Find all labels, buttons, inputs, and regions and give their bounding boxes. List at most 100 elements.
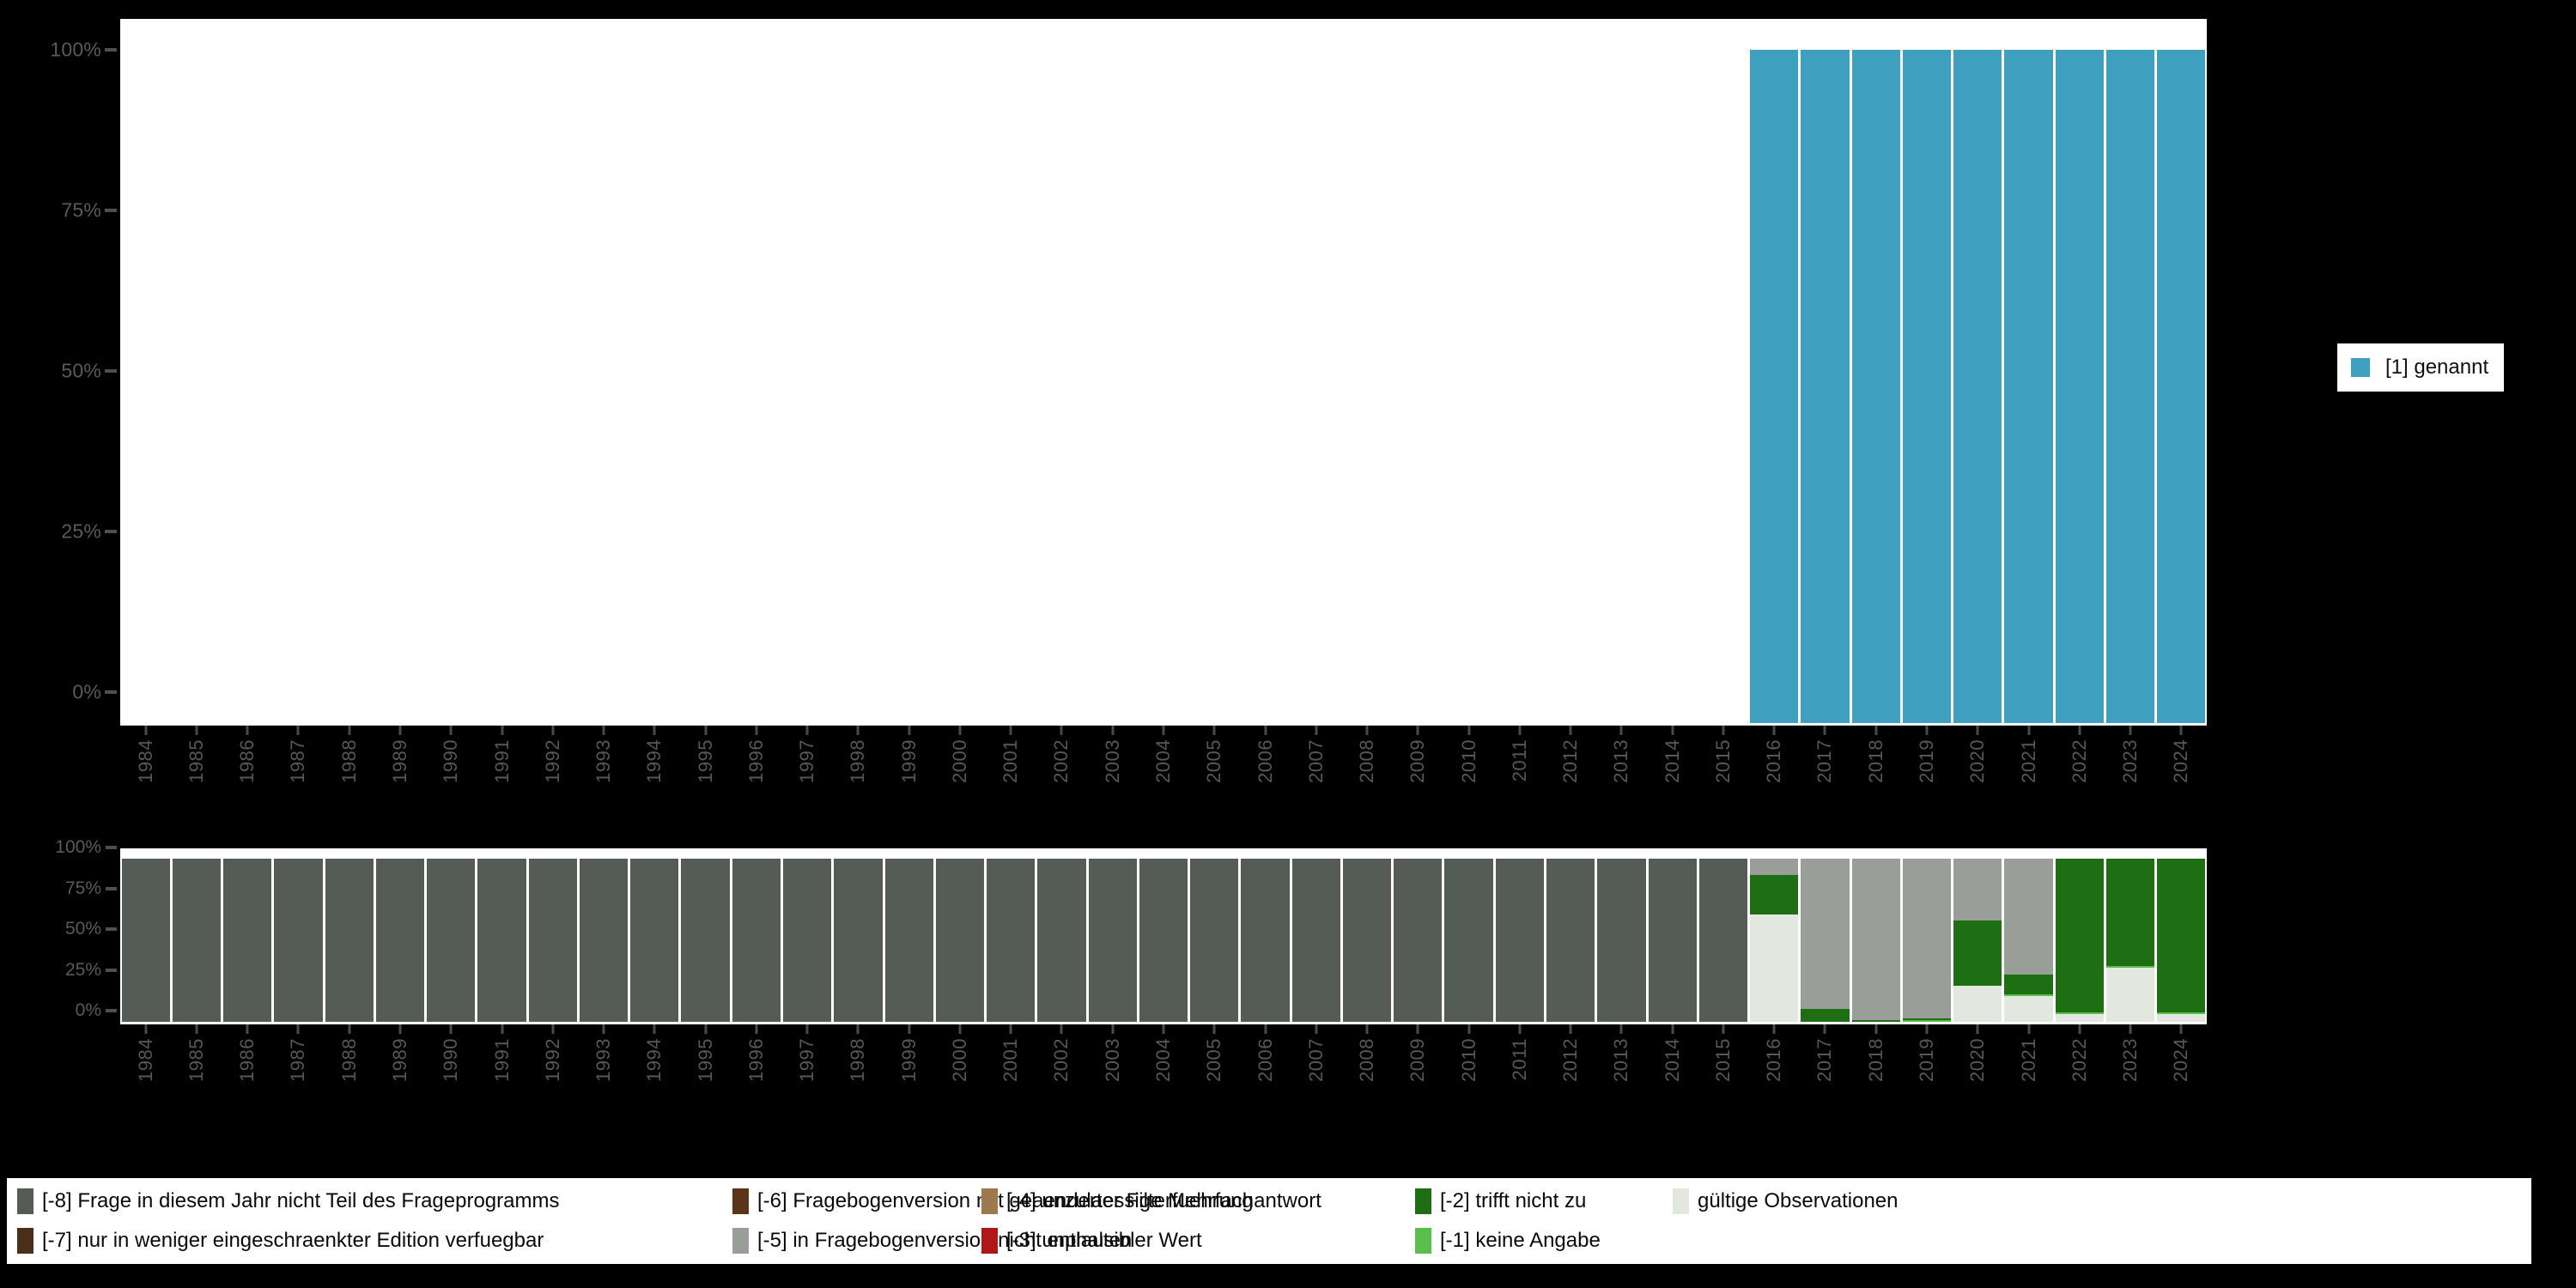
stacked-bar — [1037, 859, 1085, 1022]
bar-slot — [1850, 50, 1901, 723]
stacked-bar-slot — [426, 859, 477, 1022]
stacked-bar-segment — [1953, 920, 2002, 986]
bottom-y-tick-label: 100% — [55, 837, 101, 858]
top-chart-x-tick-label: 2019 — [1916, 739, 1938, 783]
bottom-chart-x-tick-mark — [1570, 1024, 1572, 1034]
legend-item: [-3] unplausibler Wert — [981, 1228, 1202, 1254]
bottom-chart-x-tick-mark — [1874, 1024, 1877, 1034]
bottom-chart-x-tick-mark — [1620, 1024, 1623, 1034]
top-chart-x-tick-mark — [1722, 726, 1724, 735]
stacked-bar-segment — [732, 859, 781, 1022]
bar-slot — [120, 50, 171, 723]
bottom-chart-x-tick-label: 2020 — [1966, 1038, 1989, 1082]
stacked-bar-segment — [477, 859, 526, 1022]
top-chart-x-tick-label: 2006 — [1255, 739, 1277, 783]
bottom-chart-x-tick-mark — [195, 1024, 197, 1034]
stacked-bar — [529, 859, 577, 1022]
stacked-bar-segment — [325, 859, 374, 1022]
bottom-chart-x-tick-label: 1996 — [745, 1038, 768, 1082]
stacked-bar — [2106, 859, 2154, 1022]
bottom-chart-x-tick-mark — [246, 1024, 249, 1034]
top-chart-x-tick-mark — [501, 726, 503, 735]
bottom-chart-x-tick-mark — [806, 1024, 809, 1034]
stacked-bar-segment — [1496, 859, 1544, 1022]
stacked-bar-segment — [2056, 1014, 2104, 1023]
bottom-chart-x-tick-mark — [1773, 1024, 1776, 1034]
top-chart-x-tick-mark — [1366, 726, 1369, 735]
stacked-bar-slot — [1647, 859, 1698, 1022]
bar-slot — [1494, 50, 1545, 723]
stacked-bar-segment — [987, 859, 1035, 1022]
stacked-bar-slot — [1901, 859, 1952, 1022]
bottom-chart-x-tick-mark — [1926, 1024, 1929, 1034]
bar-slot — [1800, 50, 1850, 723]
bottom-chart-x-tick-mark — [1213, 1024, 1216, 1034]
legend-label: [1] genannt — [2385, 355, 2488, 380]
stacked-bar — [783, 859, 831, 1022]
bar-slot — [986, 50, 1036, 723]
bar-slot — [629, 50, 680, 723]
top-chart-x-tick-mark — [144, 726, 147, 735]
legend-swatch — [17, 1188, 33, 1214]
stacked-bar-segment — [122, 859, 170, 1022]
top-chart-x-tick-label: 1993 — [592, 739, 615, 783]
legend-swatch — [2351, 358, 2370, 377]
stacked-bar-slot — [629, 859, 680, 1022]
top-chart-x-tick-label: 1984 — [135, 739, 157, 783]
stacked-bar — [1292, 859, 1340, 1022]
bar — [2056, 50, 2104, 723]
top-chart-x-tick-label: 1986 — [236, 739, 258, 783]
top-chart-x-tick-mark — [1977, 726, 1979, 735]
bottom-chart-x-tick-label: 1998 — [847, 1038, 869, 1082]
stacked-bar-slot — [1443, 859, 1494, 1022]
bottom-chart-x-tick-label: 1999 — [898, 1038, 920, 1082]
bar-slot — [1087, 50, 1138, 723]
top-chart-x-tick-mark — [857, 726, 860, 735]
bar-slot — [781, 50, 832, 723]
top-y-tick-label: 75% — [61, 199, 101, 222]
bar-slot — [527, 50, 578, 723]
top-chart-x-tick-label: 2010 — [1458, 739, 1480, 783]
top-chart-x-tick-mark — [450, 726, 453, 735]
bottom-chart-x-tick-mark — [2180, 1024, 2183, 1034]
legend-swatch — [17, 1228, 33, 1254]
stacked-bar-slot — [273, 859, 324, 1022]
bottom-chart-x-tick-label: 2013 — [1610, 1038, 1632, 1082]
bottom-chart-x-tick-label: 2015 — [1712, 1038, 1735, 1082]
top-chart-x-tick-mark — [1570, 726, 1572, 735]
bottom-chart-plot-area — [120, 848, 2207, 1024]
bottom-chart-x-tick-mark — [1366, 1024, 1369, 1034]
bottom-chart-y-axis: 0%25%50%75%100% — [0, 837, 120, 1024]
bottom-chart-x-axis: 1984198519861987198819891990199119921993… — [120, 1024, 2207, 1127]
top-chart-x-tick-mark — [1111, 726, 1114, 735]
legend-swatch — [1673, 1188, 1689, 1214]
stacked-bar — [477, 859, 526, 1022]
legend-swatch — [981, 1188, 998, 1214]
bar-slot — [2054, 50, 2105, 723]
bottom-chart-x-tick-mark — [653, 1024, 656, 1034]
top-chart-x-tick-mark — [1773, 726, 1776, 735]
stacked-bar — [223, 859, 271, 1022]
top-chart-x-tick-mark — [1926, 726, 1929, 735]
bottom-chart-x-tick-label: 2001 — [999, 1038, 1022, 1082]
bottom-chart-x-tick-label: 1986 — [236, 1038, 258, 1082]
bottom-y-tick-mark — [106, 887, 117, 890]
stacked-bar-slot — [2054, 859, 2105, 1022]
top-chart-x-tick-label: 2024 — [2170, 739, 2192, 783]
top-chart-bars — [120, 50, 2207, 723]
bottom-chart-x-tick-label: 1988 — [338, 1038, 361, 1082]
bar-slot — [1036, 50, 1087, 723]
bar — [1750, 50, 1798, 723]
stacked-bar — [325, 859, 374, 1022]
top-y-tick-mark — [105, 48, 117, 52]
top-y-tick-mark — [105, 690, 117, 694]
stacked-bar-segment — [2004, 996, 2052, 1022]
stacked-bar-segment — [2004, 975, 2052, 994]
bottom-chart-x-tick-mark — [1518, 1024, 1521, 1034]
legend-label: [-7] nur in weniger eingeschraenkter Edi… — [42, 1229, 544, 1253]
top-chart-x-tick-mark — [1518, 726, 1521, 735]
stacked-bar-slot — [2105, 859, 2155, 1022]
top-chart-x-tick-mark — [1060, 726, 1063, 735]
top-chart-y-axis: 0%25%50%75%100% — [0, 0, 120, 726]
legend-label: [-8] Frage in diesem Jahr nicht Teil des… — [42, 1189, 559, 1213]
